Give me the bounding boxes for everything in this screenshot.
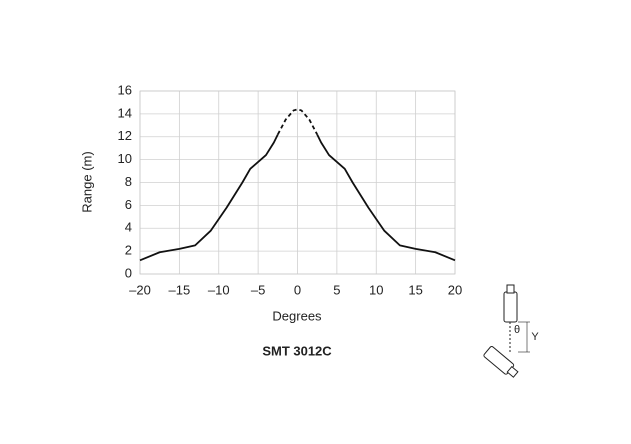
- y-tick-label: 6: [125, 197, 132, 212]
- x-tick-label: 10: [369, 282, 383, 297]
- sensor-diagram: [483, 284, 530, 378]
- distance-label: Y: [531, 331, 539, 343]
- y-tick-label: 14: [118, 105, 132, 120]
- y-axis-label: Range (m): [79, 151, 94, 212]
- angle-label: θ: [514, 324, 520, 336]
- y-tick-label: 4: [125, 220, 132, 235]
- y-tick-label: 16: [118, 82, 132, 97]
- x-axis-label: Degrees: [272, 308, 322, 323]
- x-tick-label: –20: [129, 282, 151, 297]
- y-tick-label: 8: [125, 174, 132, 189]
- x-tick-label: –15: [169, 282, 191, 297]
- x-tick-label: 5: [333, 282, 340, 297]
- y-tick-label: 2: [125, 243, 132, 258]
- data-line: [139, 134, 456, 262]
- plot-frame: [139, 90, 456, 275]
- y-tick-label: 10: [118, 151, 132, 166]
- y-tick-label: 0: [125, 265, 132, 280]
- x-tick-label: 20: [448, 282, 462, 297]
- y-tick-label: 12: [118, 128, 132, 143]
- x-tick-label: –5: [251, 282, 265, 297]
- x-tick-label: 15: [408, 282, 422, 297]
- x-tick-label: –10: [208, 282, 230, 297]
- data-line: [277, 108, 318, 135]
- x-tick-label: 0: [294, 282, 301, 297]
- chart-title: SMT 3012C: [262, 343, 332, 358]
